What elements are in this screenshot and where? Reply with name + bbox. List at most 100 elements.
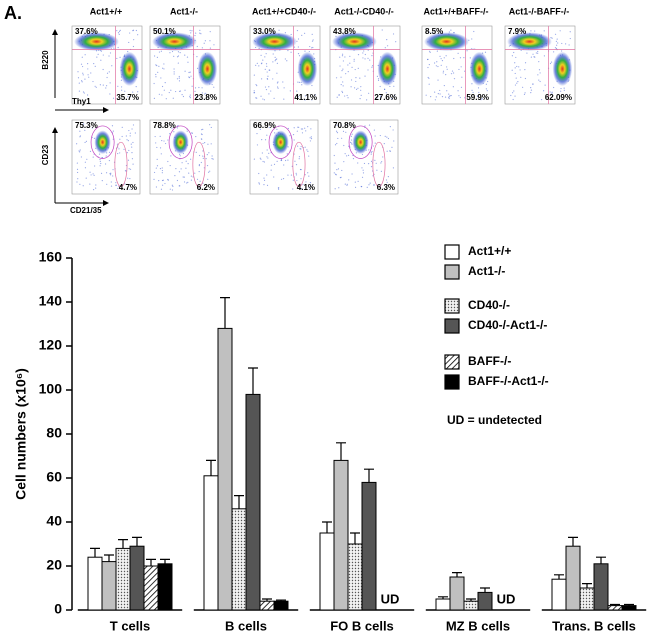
- x-tick-label: B cells: [225, 618, 267, 633]
- legend-swatch: [444, 354, 460, 370]
- legend-label: BAFF-/-Act1-/-: [468, 374, 549, 388]
- error-bar: [132, 536, 142, 547]
- legend-note: UD = undetected: [447, 413, 542, 427]
- legend-swatch: [444, 244, 460, 260]
- plot-label: Act1+/+BAFF-/-: [423, 6, 488, 16]
- percent-bottom-right: 59.9%: [466, 93, 489, 102]
- flow-plot: [149, 119, 219, 195]
- percent-top-left: 66.9%: [253, 121, 276, 130]
- flow-plot: [249, 25, 321, 105]
- value-label: UD: [381, 591, 400, 606]
- y-tick-label: 0: [54, 601, 62, 617]
- y-tick-label: 140: [39, 293, 63, 309]
- error-bar: [452, 572, 462, 577]
- error-bar: [350, 532, 360, 544]
- error-bar: [234, 495, 244, 509]
- flow-plot: [421, 25, 493, 105]
- value-label: UD: [497, 591, 516, 606]
- y-tick-label: 80: [46, 425, 62, 441]
- percent-top-left: 7.9%: [508, 27, 526, 36]
- bar: [143, 565, 159, 611]
- x-tick-label: FO B cells: [330, 618, 394, 633]
- error-bar: [160, 558, 170, 564]
- flow-plot: [504, 25, 576, 105]
- bar: [607, 605, 623, 611]
- error-bar: [118, 539, 128, 549]
- bar: [101, 561, 117, 611]
- percent-top-left: 50.1%: [153, 27, 176, 36]
- legend-label: Act1+/+: [468, 244, 511, 258]
- x-tick-label: Trans. B cells: [552, 618, 636, 633]
- error-bar: [104, 554, 114, 562]
- percent-bottom-right: 23.8%: [194, 93, 217, 102]
- bar: [361, 481, 377, 611]
- percent-bottom-right: 41.1%: [294, 93, 317, 102]
- y-tick-label: 60: [46, 469, 62, 485]
- bar: [129, 545, 145, 611]
- bar: [231, 508, 247, 611]
- error-bar: [480, 587, 490, 593]
- y-tick-label: 40: [46, 513, 62, 529]
- bar: [463, 600, 479, 611]
- legend-label: BAFF-/-: [468, 354, 511, 368]
- bar: [203, 475, 219, 611]
- percent-bottom-right: 6.2%: [197, 183, 215, 192]
- error-bar: [90, 547, 100, 558]
- error-bar: [206, 459, 216, 476]
- percent-top-left: 75.3%: [75, 121, 98, 130]
- bar: [273, 600, 289, 611]
- bar: [347, 543, 363, 611]
- percent-top-left: 33.0%: [253, 27, 276, 36]
- bar: [87, 556, 103, 611]
- percent-top-left: 37.6%: [75, 27, 98, 36]
- bar: [319, 532, 335, 611]
- legend-label: CD40-/-: [468, 298, 510, 312]
- flow-y-label: B220: [41, 50, 50, 70]
- flow-x-label: CD21/35: [70, 206, 102, 215]
- bar: [115, 547, 131, 611]
- y-tick-label: 100: [39, 381, 63, 397]
- percent-top-left: 43.8%: [333, 27, 356, 36]
- bar: [435, 598, 451, 611]
- error-bar: [568, 536, 578, 547]
- y-tick-label: 160: [39, 249, 63, 265]
- percent-bottom-right: 35.7%: [116, 93, 139, 102]
- bar: [245, 393, 261, 611]
- bar: [449, 576, 465, 611]
- bar: [579, 587, 595, 611]
- x-tick-label: MZ B cells: [446, 618, 510, 633]
- legend-swatch: [444, 298, 460, 314]
- error-bar: [336, 442, 346, 461]
- bar: [217, 327, 233, 611]
- bar: [477, 591, 493, 611]
- bar: [593, 563, 609, 611]
- legend-swatch: [444, 374, 460, 390]
- plot-label: Act1+/+: [90, 6, 123, 16]
- error-bar: [322, 521, 332, 533]
- error-bar: [146, 558, 156, 566]
- percent-bottom-right: 62.09%: [545, 93, 572, 102]
- percent-bottom-right: 4.7%: [119, 183, 137, 192]
- flow-plot: [71, 25, 143, 105]
- y-tick-label: 20: [46, 557, 62, 573]
- bar: [259, 600, 275, 611]
- percent-top-left: 70.8%: [333, 121, 356, 130]
- flow-x-label: Thy1: [72, 97, 91, 106]
- percent-bottom-right: 6.3%: [377, 183, 395, 192]
- bar: [333, 459, 349, 611]
- percent-top-left: 8.5%: [425, 27, 443, 36]
- error-bar: [582, 583, 592, 588]
- error-bar: [596, 556, 606, 564]
- plot-label: Act1-/-BAFF-/-: [509, 6, 570, 16]
- y-axis-label: Cell numbers (x10⁶): [13, 368, 29, 500]
- legend-swatch: [444, 318, 460, 334]
- legend-label: Act1-/-: [468, 264, 505, 278]
- x-tick-label: T cells: [110, 618, 150, 633]
- flow-y-label: CD23: [41, 144, 50, 165]
- percent-top-left: 78.8%: [153, 121, 176, 130]
- plot-label: Act1-/-: [170, 6, 198, 16]
- bar: [621, 605, 637, 611]
- flow-plot: [329, 119, 399, 195]
- bar: [551, 578, 567, 611]
